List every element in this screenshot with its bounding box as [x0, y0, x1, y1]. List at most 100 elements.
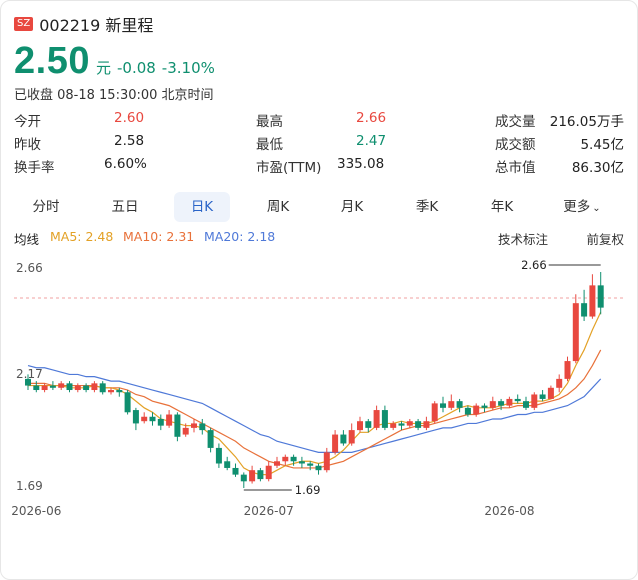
- candle-body: [25, 378, 31, 386]
- candle-body: [207, 430, 214, 448]
- tab-quarterly-k[interactable]: 季K: [415, 199, 439, 215]
- ma-label[interactable]: 均线: [14, 232, 40, 247]
- candle-body: [440, 403, 446, 408]
- candle-body: [174, 414, 181, 437]
- open-label: 今开: [14, 114, 41, 130]
- candle-body: [589, 285, 596, 317]
- candle-body: [91, 383, 98, 391]
- candle-body: [74, 385, 81, 391]
- market-badge: SZ: [14, 17, 34, 31]
- candle-body: [572, 303, 579, 362]
- tab-weekly-k[interactable]: 周K: [266, 199, 290, 215]
- tab-five-day[interactable]: 五日: [111, 199, 139, 215]
- tab-daily-k[interactable]: 日K: [174, 192, 230, 222]
- pe-value: 335.08: [337, 156, 385, 172]
- ma10-value: MA10: 2.31: [123, 229, 195, 244]
- tech-annotation-label: 技术标注: [498, 232, 549, 247]
- current-price: 2.50: [14, 40, 90, 82]
- candle-body: [406, 421, 413, 426]
- candle-body: [348, 430, 355, 444]
- candle-body: [323, 452, 330, 471]
- candle-body: [199, 423, 206, 431]
- candle-body: [332, 434, 339, 453]
- candle-body: [240, 474, 247, 482]
- low-label: 最低: [256, 137, 283, 153]
- candle-body: [124, 392, 131, 413]
- y-tick-label: 2.17: [16, 367, 43, 381]
- adjust-button[interactable]: 前复权: [586, 232, 624, 247]
- candle-body: [448, 401, 455, 408]
- tab-more[interactable]: 更多 ⌄: [563, 192, 600, 222]
- candle-body: [224, 461, 231, 468]
- candle-body: [108, 390, 114, 393]
- candle-body: [390, 423, 397, 428]
- x-tick-label: 2026-06: [11, 504, 61, 518]
- candle-body: [315, 465, 322, 471]
- candle-body: [365, 421, 372, 428]
- candle-body: [547, 387, 554, 399]
- candle-body: [307, 463, 314, 466]
- tab-intraday[interactable]: 分时: [32, 199, 60, 215]
- candle-body: [66, 383, 73, 391]
- tab-yearly-k[interactable]: 年K: [490, 199, 514, 215]
- price-change-pct: -3.10%: [161, 59, 215, 77]
- candle-body: [141, 416, 148, 422]
- candle-body: [581, 303, 588, 317]
- candle-body: [182, 427, 189, 435]
- candle-body: [290, 456, 297, 462]
- stock-code-name[interactable]: 002219 新里程: [39, 16, 154, 35]
- candle-body: [481, 405, 488, 408]
- ma20-line: [27, 364, 602, 453]
- ma5-value: MA5: 2.48: [50, 229, 114, 244]
- x-tick-label: 2026-07: [244, 504, 294, 518]
- tab-monthly-k[interactable]: 月K: [340, 199, 364, 215]
- y-tick-label: 2.66: [16, 261, 43, 275]
- candle-body: [41, 385, 48, 391]
- high-value: 2.66: [356, 110, 387, 126]
- candle-body: [531, 394, 538, 408]
- candle-body: [539, 394, 546, 399]
- low-marker-label: 1.69: [295, 483, 321, 497]
- market-status: 已收盘 08-18 15:30:00 北京时间: [14, 88, 214, 103]
- candle-body: [473, 405, 480, 415]
- candle-body: [58, 383, 65, 388]
- candle-body: [249, 470, 256, 482]
- y-tick-label: 1.69: [16, 479, 43, 493]
- ma5-line: [28, 311, 602, 476]
- prev-close-value: 2.58: [114, 133, 145, 149]
- price-unit: 元: [95, 59, 111, 77]
- candle-body: [498, 401, 505, 406]
- candle-body: [232, 467, 239, 475]
- candle-body: [83, 385, 90, 391]
- mcap-value: 86.30亿: [571, 160, 624, 176]
- ma10-line: [28, 349, 602, 469]
- candle-body: [423, 421, 430, 428]
- candle-body: [340, 434, 347, 444]
- turnover-value: 6.60%: [104, 156, 147, 172]
- candle-body: [398, 423, 405, 426]
- candle-body: [381, 410, 388, 428]
- chevron-down-icon: ⌄: [592, 203, 601, 214]
- mcap-label: 总市值: [495, 160, 536, 176]
- candle-body: [415, 421, 422, 428]
- candle-body: [99, 383, 106, 393]
- candle-body: [49, 385, 56, 388]
- chevron-down-icon: ⌄: [498, 229, 507, 240]
- candle-body: [564, 361, 571, 379]
- turnover-label: 换手率: [14, 160, 55, 176]
- candle-body: [157, 418, 164, 426]
- ma20-value: MA20: 2.18: [204, 229, 276, 244]
- candle-body: [149, 416, 156, 422]
- open-value: 2.60: [114, 110, 145, 126]
- stats-row: 换手率 6.60% 市盈(TTM) 335.08 总市值 86.30亿: [14, 156, 624, 179]
- amount-label: 成交额: [495, 137, 536, 153]
- candle-body: [116, 390, 123, 393]
- candle-body: [523, 401, 529, 408]
- prev-close-label: 昨收: [14, 137, 41, 153]
- candle-body: [489, 401, 496, 408]
- stats-grid: 今开 2.60 最高 2.66 成交量 216.05万手 昨收 2.58 最低 …: [14, 110, 624, 179]
- candle-body: [132, 410, 139, 424]
- x-tick-label: 2026-08: [484, 504, 534, 518]
- high-label: 最高: [256, 114, 283, 130]
